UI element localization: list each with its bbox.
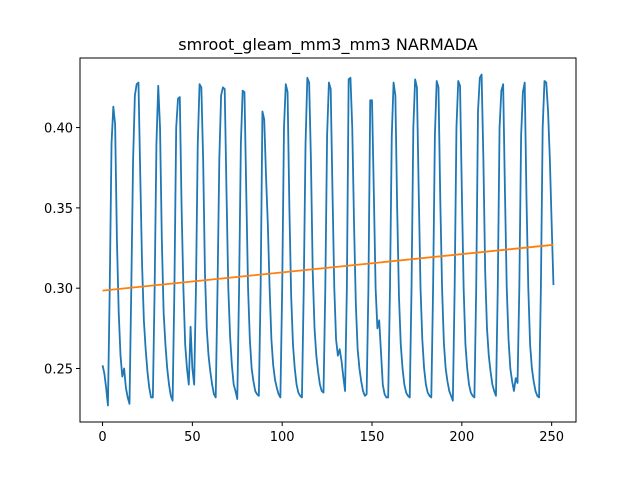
chart-title: smroot_gleam_mm3_mm3 NARMADA <box>178 35 477 55</box>
y-tick-label: 0.25 <box>44 363 73 378</box>
x-tick-label: 200 <box>449 430 474 445</box>
data-line <box>101 73 555 407</box>
x-tick-label: 250 <box>539 430 564 445</box>
x-tick-label: 150 <box>360 430 385 445</box>
plot-frame <box>79 57 577 423</box>
x-tick-label: 50 <box>184 430 201 445</box>
x-tick-label: 0 <box>98 430 106 445</box>
y-tick-label: 0.30 <box>44 282 73 297</box>
data-line <box>102 243 554 292</box>
x-tick-label: 100 <box>270 430 295 445</box>
y-tick-label: 0.40 <box>44 122 73 137</box>
y-tick-label: 0.35 <box>44 202 73 217</box>
